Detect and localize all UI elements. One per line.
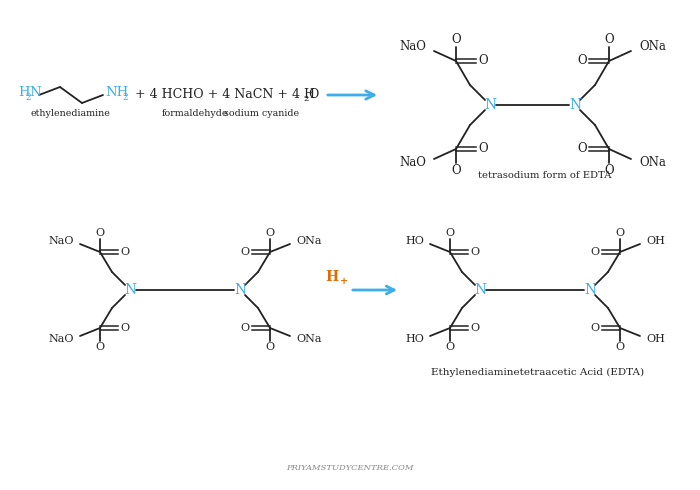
Text: O: O [95, 228, 104, 238]
Text: O: O [265, 228, 274, 238]
Text: 2: 2 [25, 94, 31, 102]
Text: formaldehyde: formaldehyde [162, 108, 228, 118]
Text: N: N [569, 98, 581, 112]
Text: O: O [615, 342, 624, 352]
Text: NaO: NaO [48, 334, 74, 344]
Text: O: O [604, 33, 614, 47]
Text: O: O [445, 342, 454, 352]
Text: HO: HO [405, 236, 424, 246]
Text: H: H [18, 87, 29, 99]
Text: O: O [452, 33, 461, 47]
Text: O: O [265, 342, 274, 352]
Text: sodium cyanide: sodium cyanide [225, 108, 300, 118]
Text: PRIYAMSTUDYCENTRE.COM: PRIYAMSTUDYCENTRE.COM [286, 464, 414, 472]
Text: N: N [124, 283, 136, 297]
Text: N: N [474, 283, 486, 297]
Text: H: H [326, 270, 339, 284]
Text: O: O [240, 323, 250, 333]
Text: NH: NH [105, 87, 128, 99]
Text: ONa: ONa [296, 334, 321, 344]
Text: + 4 HCHO + 4 NaCN + 4 H: + 4 HCHO + 4 NaCN + 4 H [135, 89, 315, 101]
Text: O: O [590, 247, 600, 257]
Text: N: N [29, 87, 41, 99]
Text: ONa: ONa [639, 156, 666, 170]
Text: NaO: NaO [48, 236, 74, 246]
Text: O: O [470, 247, 480, 257]
Text: 2: 2 [122, 94, 127, 102]
Text: O: O [120, 247, 130, 257]
Text: OH: OH [646, 334, 665, 344]
Text: O: O [578, 54, 587, 68]
Text: N: N [484, 98, 496, 112]
Text: NaO: NaO [399, 156, 426, 170]
Text: O: O [578, 143, 587, 155]
Text: ethylenediamine: ethylenediamine [30, 108, 110, 118]
Text: ONa: ONa [296, 236, 321, 246]
Text: O: O [590, 323, 600, 333]
Text: NaO: NaO [399, 41, 426, 53]
Text: O: O [478, 143, 488, 155]
Text: tetrasodium form of EDTA: tetrasodium form of EDTA [478, 171, 612, 179]
Text: ONa: ONa [639, 41, 666, 53]
Text: O: O [604, 164, 614, 176]
Text: N: N [234, 283, 246, 297]
Text: O: O [470, 323, 480, 333]
Text: O: O [452, 164, 461, 176]
Text: OH: OH [646, 236, 665, 246]
Text: O: O [445, 228, 454, 238]
Text: O: O [308, 89, 318, 101]
Text: HO: HO [405, 334, 424, 344]
Text: Ethylenediaminetetraacetic Acid (EDTA): Ethylenediaminetetraacetic Acid (EDTA) [431, 368, 645, 376]
Text: O: O [240, 247, 250, 257]
Text: O: O [120, 323, 130, 333]
Text: N: N [584, 283, 596, 297]
Text: O: O [478, 54, 488, 68]
Text: O: O [95, 342, 104, 352]
Text: 2: 2 [303, 95, 308, 103]
Text: O: O [615, 228, 624, 238]
Text: +: + [340, 277, 348, 287]
